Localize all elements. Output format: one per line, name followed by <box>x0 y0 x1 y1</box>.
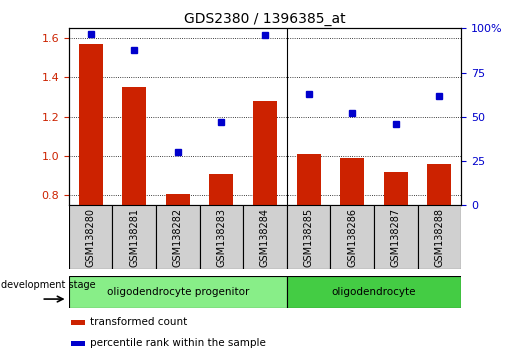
Text: oligodendrocyte progenitor: oligodendrocyte progenitor <box>107 287 249 297</box>
Bar <box>71 341 85 346</box>
Bar <box>79 44 103 205</box>
Text: GSM138282: GSM138282 <box>173 207 183 267</box>
Text: GSM138286: GSM138286 <box>347 208 357 267</box>
Bar <box>200 205 243 269</box>
Bar <box>243 205 287 269</box>
Bar <box>287 205 330 269</box>
Bar <box>253 101 277 205</box>
Bar <box>166 194 190 205</box>
Text: transformed count: transformed count <box>90 317 187 327</box>
Text: GSM138280: GSM138280 <box>86 208 96 267</box>
Title: GDS2380 / 1396385_at: GDS2380 / 1396385_at <box>184 12 346 26</box>
Text: GSM138285: GSM138285 <box>304 207 314 267</box>
Bar <box>287 276 461 308</box>
Bar <box>297 154 321 205</box>
Bar <box>69 276 287 308</box>
Text: GSM138288: GSM138288 <box>434 208 444 267</box>
Text: percentile rank within the sample: percentile rank within the sample <box>90 338 266 348</box>
Text: GSM138284: GSM138284 <box>260 208 270 267</box>
Text: oligodendrocyte: oligodendrocyte <box>332 287 416 297</box>
Text: GSM138283: GSM138283 <box>216 208 226 267</box>
Bar <box>330 205 374 269</box>
Bar <box>427 164 452 205</box>
Text: GSM138287: GSM138287 <box>391 207 401 267</box>
Bar <box>156 205 200 269</box>
Bar <box>340 158 364 205</box>
Bar <box>112 205 156 269</box>
Bar <box>384 172 408 205</box>
Bar <box>122 87 146 205</box>
Text: GSM138281: GSM138281 <box>129 208 139 267</box>
Bar <box>418 205 461 269</box>
Bar <box>374 205 418 269</box>
Bar <box>71 320 85 325</box>
Bar <box>209 174 233 205</box>
Bar <box>69 205 112 269</box>
Text: development stage: development stage <box>2 280 96 290</box>
